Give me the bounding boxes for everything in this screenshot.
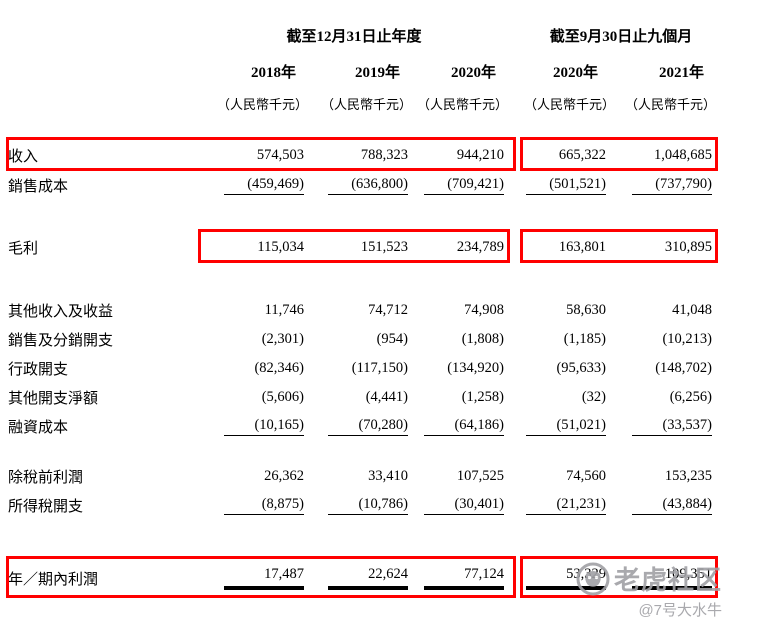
year-header: 2018年 [250, 64, 296, 81]
year-header: 2021年 [658, 64, 704, 81]
value-cell: (1,185) [563, 331, 606, 347]
value-cell: 163,801 [558, 238, 606, 255]
value-cell: (82,346) [254, 360, 304, 376]
value-cell: (954) [376, 331, 408, 347]
value-cell: (43,884) [612, 496, 718, 515]
value-cell: 41,048 [672, 302, 712, 318]
value-cell: 151,523 [360, 238, 408, 255]
value-cell: 944,210 [456, 146, 504, 163]
value-cell: (33,537) [612, 417, 718, 436]
unit-header: （人民幣千元） [216, 96, 308, 112]
value-cell: 665,322 [558, 146, 606, 163]
year-header: 2020年 [450, 64, 496, 81]
period-group-interim: 截至9月30日止九個月 [549, 28, 693, 45]
value-cell: 788,323 [360, 146, 408, 163]
value-cell: 77,124 [414, 566, 510, 590]
row-label: 銷售成本 [8, 178, 69, 195]
value-cell: (10,786) [310, 496, 414, 515]
watermark: 老虎社区 @7号大水牛 [576, 560, 722, 619]
value-cell: (737,790) [612, 176, 718, 195]
table-row-gross-profit: 毛利 115,034 151,523 234,789 163,801 310,8… [8, 232, 777, 262]
tiger-logo-icon [576, 562, 610, 596]
value-cell: (51,021) [524, 417, 612, 436]
value-cell: 310,895 [664, 238, 712, 255]
value-cell: 1,048,685 [654, 146, 712, 163]
value-cell: 58,630 [566, 302, 606, 318]
value-cell: 22,624 [310, 566, 414, 590]
table-row-revenue: 收入 574,503 788,323 944,210 665,322 1,048… [8, 140, 777, 170]
table-row-other-expenses-net: 其他開支淨額 (5,606) (4,441) (1,258) (32) (6,2… [8, 383, 777, 412]
value-cell: (30,401) [414, 496, 510, 515]
value-cell: 26,362 [264, 468, 304, 484]
value-cell: (4,441) [365, 389, 408, 405]
value-cell: 115,034 [257, 238, 304, 255]
watermark-handle: @7号大水牛 [638, 602, 723, 619]
table-row-profit-for-period: 年／期內利潤 17,487 22,624 77,124 53,329 109,3… [8, 563, 777, 593]
row-label: 融資成本 [8, 420, 69, 436]
row-label: 其他收入及收益 [8, 304, 114, 320]
year-headers-row: 2018年 2019年 2020年 2020年 2021年 [8, 58, 777, 84]
value-cell: 574,503 [256, 146, 304, 163]
value-cell: (21,231) [524, 496, 612, 515]
value-cell: 109,351 [612, 566, 718, 590]
table-row-income-tax: 所得稅開支 (8,875) (10,786) (30,401) (21,231)… [8, 491, 777, 520]
value-cell: (1,258) [461, 389, 504, 405]
unit-header: （人民幣千元） [320, 96, 412, 112]
row-label: 行政開支 [8, 362, 69, 378]
value-cell: (148,702) [655, 360, 712, 376]
value-cell: 11,746 [264, 302, 304, 318]
value-cell: (10,165) [198, 417, 310, 436]
value-cell: (501,521) [524, 176, 612, 195]
value-cell: 17,487 [198, 566, 310, 590]
table-row-finance-costs: 融資成本 (10,165) (70,280) (64,186) (51,021)… [8, 412, 777, 441]
value-cell: (6,256) [669, 389, 712, 405]
unit-header: （人民幣千元） [524, 96, 616, 112]
value-cell: (2,301) [261, 331, 304, 347]
value-cell: 234,789 [456, 238, 504, 255]
year-header: 2019年 [354, 64, 400, 81]
row-label: 收入 [8, 148, 39, 165]
value-cell: (134,920) [447, 360, 504, 376]
value-cell: (636,800) [310, 176, 414, 195]
unit-header: （人民幣千元） [416, 96, 508, 112]
value-cell: (32) [581, 389, 606, 405]
table-row-profit-before-tax: 除稅前利潤 26,362 33,410 107,525 74,560 153,2… [8, 462, 777, 491]
row-label: 其他開支淨額 [8, 391, 99, 407]
row-label: 年／期內利潤 [8, 571, 99, 588]
period-groups-row: 截至12月31日止年度 截至9月30日止九個月 [8, 22, 777, 48]
value-cell: (10,213) [662, 331, 712, 347]
period-group-annual: 截至12月31日止年度 [286, 28, 422, 45]
value-cell: 33,410 [368, 468, 408, 484]
value-cell: (459,469) [198, 176, 310, 195]
value-cell: (8,875) [198, 496, 310, 515]
unit-headers-row: （人民幣千元） （人民幣千元） （人民幣千元） （人民幣千元） （人民幣千元） [8, 90, 777, 116]
table-row-selling-expenses: 銷售及分銷開支 (2,301) (954) (1,808) (1,185) (1… [8, 325, 777, 354]
value-cell: 74,560 [566, 468, 606, 484]
value-cell: (117,150) [351, 360, 408, 376]
value-cell: (709,421) [414, 176, 510, 195]
value-cell: 74,712 [368, 302, 408, 318]
table-row-admin-expenses: 行政開支 (82,346) (117,150) (134,920) (95,63… [8, 354, 777, 383]
value-cell: (5,606) [261, 389, 304, 405]
value-cell: 153,235 [664, 468, 712, 484]
table-row-cost-of-sales: 銷售成本 (459,469) (636,800) (709,421) (501,… [8, 170, 777, 200]
row-label: 銷售及分銷開支 [8, 333, 114, 349]
row-label: 毛利 [8, 240, 39, 257]
value-cell: (1,808) [461, 331, 504, 347]
unit-header: （人民幣千元） [624, 96, 716, 112]
value-cell: (64,186) [414, 417, 510, 436]
year-header: 2020年 [552, 64, 598, 81]
value-cell: 107,525 [456, 468, 504, 484]
value-cell: 74,908 [464, 302, 504, 318]
value-cell: (95,633) [556, 360, 606, 376]
watermark-brand: 老虎社区 [614, 565, 723, 595]
value-cell: (70,280) [310, 417, 414, 436]
table-row-other-income: 其他收入及收益 11,746 74,712 74,908 58,630 41,0… [8, 296, 777, 325]
row-label: 所得稅開支 [8, 499, 84, 515]
row-label: 除稅前利潤 [8, 470, 84, 486]
